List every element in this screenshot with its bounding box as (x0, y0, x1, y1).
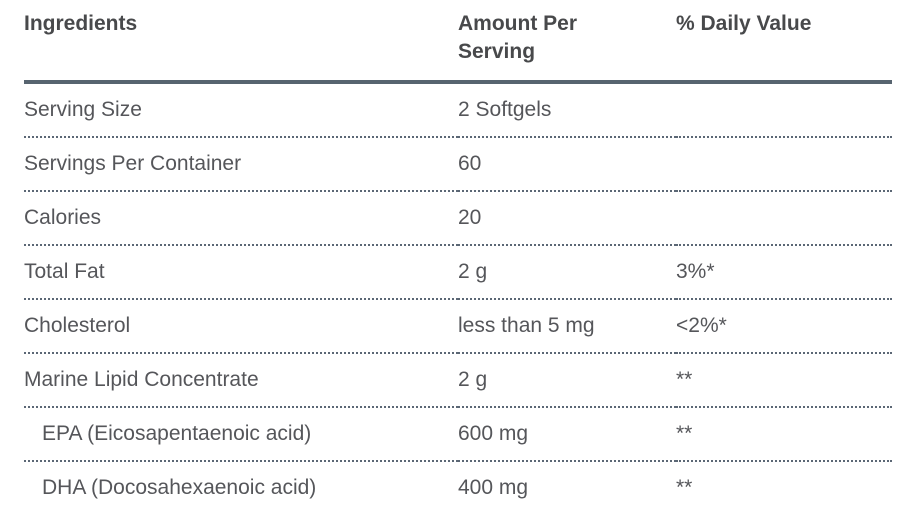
daily-value-cell: ** (676, 476, 693, 499)
header-row: Ingredients Amount Per Serving % Daily V… (24, 0, 892, 84)
ingredient-cell: EPA (Eicosapentaenoic acid) (24, 407, 458, 462)
column-header-daily-value: % Daily Value (676, 0, 892, 84)
column-header-amount-label: Amount Per Serving (458, 12, 578, 63)
table-row-cholesterol: Cholesterol less than 5 mg <2%* (24, 299, 892, 354)
amount-cell: 600 mg (458, 407, 676, 462)
ingredient-cell: Serving Size (24, 82, 458, 138)
amount-cell: 60 (458, 137, 676, 192)
ingredient-cell: Calories (24, 191, 458, 246)
column-header-amount-per-serving: Amount Per Serving (458, 0, 676, 84)
ingredient-cell: DHA (Docosahexaenoic acid) (42, 476, 317, 499)
ingredient-cell: Cholesterol (24, 299, 458, 354)
amount-cell: 2 Softgels (458, 82, 676, 138)
amount-cell: 20 (458, 191, 676, 246)
supplement-facts-table: Ingredients Amount Per Serving % Daily V… (24, 0, 892, 514)
table-body: Serving Size 2 Softgels Servings Per Con… (24, 82, 892, 514)
amount-cell: 2 g (458, 245, 676, 300)
table-row-calories: Calories 20 (24, 191, 892, 246)
daily-value-cell (676, 137, 892, 192)
table-row-serving-size: Serving Size 2 Softgels (24, 82, 892, 138)
table-header: Ingredients Amount Per Serving % Daily V… (24, 0, 892, 84)
daily-value-cell: <2%* (676, 299, 892, 354)
daily-value-cell: 3%* (676, 245, 892, 300)
amount-cell: 400 mg (458, 476, 529, 499)
daily-value-cell (676, 191, 892, 246)
daily-value-cell: ** (676, 353, 892, 408)
daily-value-cell (676, 82, 892, 138)
table-row-total-fat: Total Fat 2 g 3%* (24, 245, 892, 300)
table-row-servings-per-container: Servings Per Container 60 (24, 137, 892, 192)
ingredient-cell: Total Fat (24, 245, 458, 300)
table-row-epa: EPA (Eicosapentaenoic acid) 600 mg ** (24, 407, 892, 462)
ingredient-cell: Servings Per Container (24, 137, 458, 192)
amount-cell: 2 g (458, 353, 676, 408)
table-row-marine-lipid-concentrate: Marine Lipid Concentrate 2 g ** (24, 353, 892, 408)
column-header-ingredients: Ingredients (24, 0, 458, 84)
ingredient-cell: Marine Lipid Concentrate (24, 353, 458, 408)
table-row-dha: DHA (Docosahexaenoic acid) 400 mg ** (24, 461, 892, 514)
amount-cell: less than 5 mg (458, 299, 676, 354)
daily-value-cell: ** (676, 407, 892, 462)
